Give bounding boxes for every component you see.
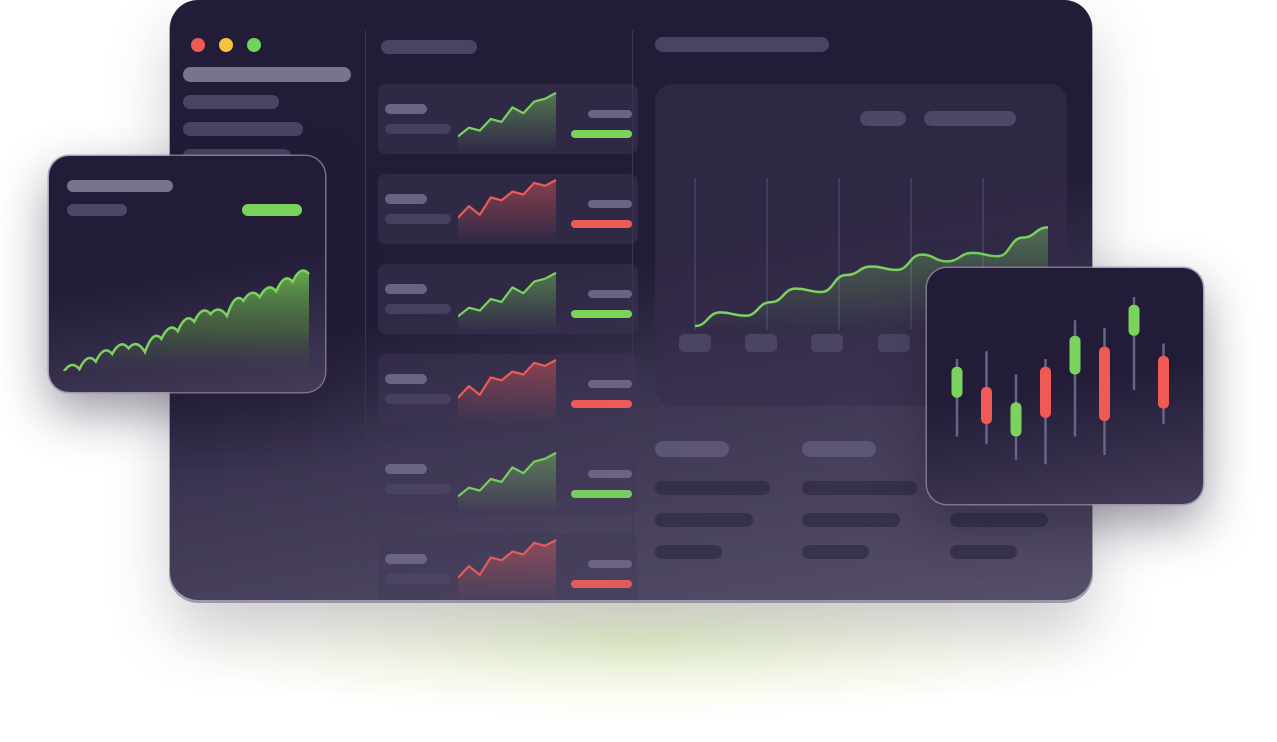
candle-body [1040,366,1051,418]
table-cell [802,545,869,559]
watchlist-row[interactable] [378,84,638,154]
table-cell [950,545,1017,559]
row-name [385,394,451,404]
row-symbol [385,464,427,474]
table-cell [655,481,770,495]
change-badge [242,204,302,216]
row-change-badge [571,400,632,408]
sparkline-line [458,539,557,579]
sparkline [458,179,557,242]
x-axis-tick [745,334,777,352]
row-change-badge [571,220,632,228]
candle-body [981,386,992,425]
row-price [588,470,632,478]
row-symbol [385,194,427,204]
sparkline [458,451,557,512]
table-header-cell [655,441,729,457]
card-subtitle [67,204,127,216]
sidebar-item[interactable] [183,95,279,109]
row-change-badge [571,310,632,318]
card-title [67,180,173,192]
candlestick-card[interactable] [927,268,1203,504]
row-price [588,380,632,388]
sparkline-area [458,92,556,152]
table-header-cell [802,441,876,457]
sparkline-line [458,359,557,399]
sparkline-area [458,180,556,242]
area-chart-card[interactable] [49,156,325,392]
sparkline [458,539,557,600]
chart-title [655,37,829,52]
sparkline-area [458,540,556,600]
x-axis-tick [878,334,910,352]
area-chart-line [63,269,310,371]
sparkline [458,271,557,332]
row-price [588,200,632,208]
minimize-icon[interactable] [219,38,233,52]
candle-body [1069,335,1081,375]
candle-body [1158,355,1169,409]
watchlist-title [381,40,477,54]
zoom-icon[interactable] [247,38,261,52]
table-cell [655,513,753,527]
row-name [385,214,451,224]
close-icon[interactable] [191,38,205,52]
sparkline-line [458,179,557,219]
x-axis-tick [679,334,711,352]
row-price [588,560,632,568]
sparkline-line [458,91,557,138]
sparkline-area [458,452,556,512]
candle-body [1010,402,1022,437]
watchlist-row[interactable] [378,174,638,244]
x-axis-tick [811,334,843,352]
sparkline-area [458,360,556,422]
area-chart [63,269,310,371]
sidebar-item-active[interactable] [183,67,351,82]
table-cell [950,513,1048,527]
watchlist-row[interactable] [378,264,638,334]
range-button[interactable] [924,111,1016,126]
row-name [385,484,451,494]
main-chart-line [694,226,1049,328]
row-symbol [385,554,427,564]
watchlist-row[interactable] [378,354,638,424]
row-symbol [385,284,427,294]
candle-body [1099,346,1110,421]
sparkline-area [458,272,556,332]
row-price [588,290,632,298]
sparkline-line [458,271,557,318]
sidebar-divider [365,30,366,575]
row-change-badge [571,130,632,138]
table-cell [802,481,917,495]
row-change-badge [571,490,632,498]
sparkline [458,91,557,152]
table-cell [802,513,900,527]
candle-body [951,366,963,398]
range-button[interactable] [860,111,906,126]
row-name [385,304,451,314]
sidebar-item[interactable] [183,122,303,136]
table-cell [655,545,722,559]
row-symbol [385,374,427,384]
row-price [588,110,632,118]
row-symbol [385,104,427,114]
row-name [385,574,451,584]
watchlist-row[interactable] [378,534,638,600]
candlestick-chart [951,297,1169,465]
row-change-badge [571,580,632,588]
watchlist-row[interactable] [378,444,638,514]
candle-body [1128,304,1140,336]
sparkline-line [458,451,557,498]
row-name [385,124,451,134]
sparkline [458,359,557,422]
